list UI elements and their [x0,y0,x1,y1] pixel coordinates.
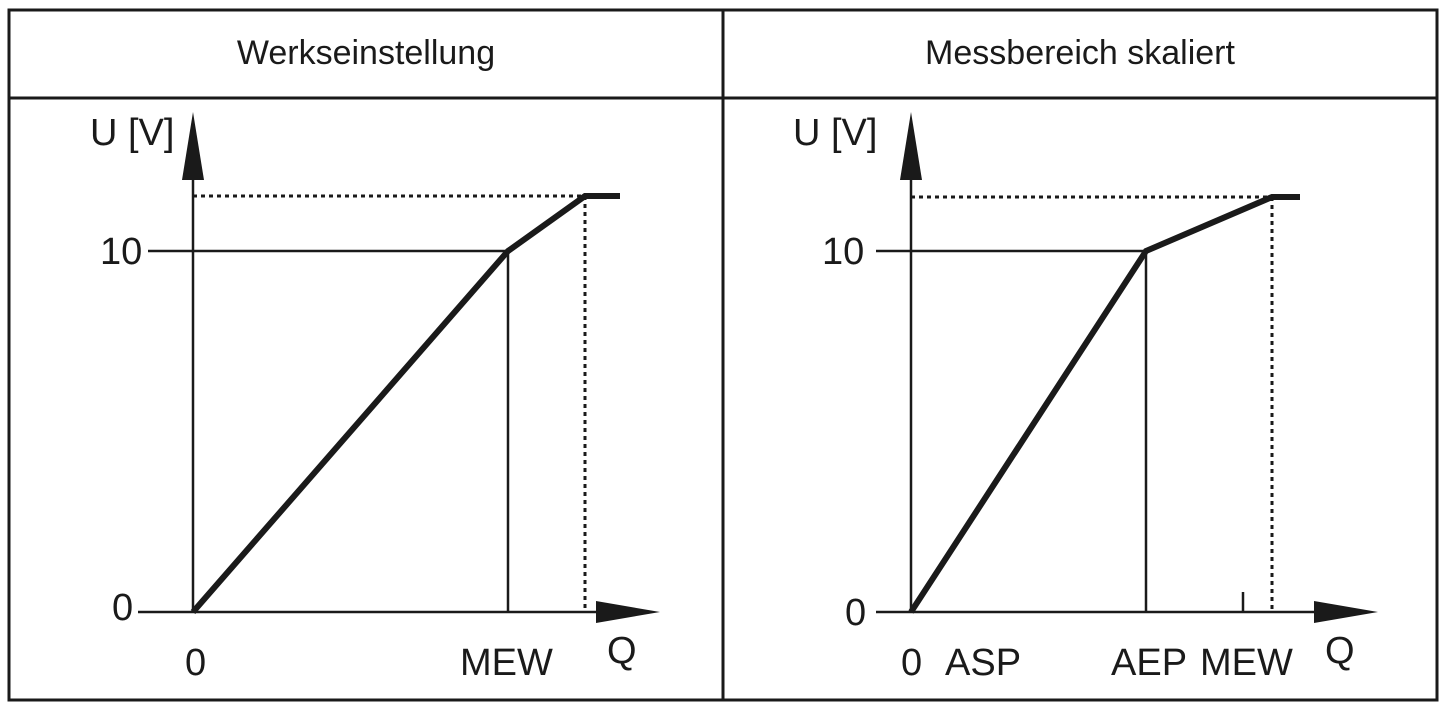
y-axis-label: U [V] [793,112,877,154]
x-axis-arrowhead [596,601,660,623]
y-axis-label: U [V] [90,112,174,154]
x-tick-label-aep: AEP [1111,642,1187,684]
x-axis-label: Q [1325,630,1355,672]
panel-scaled-range: Messbereich skaliert U [V] 10 0 0 ASP AE… [793,34,1378,684]
y-axis-arrowhead [182,112,204,180]
x-tick-label-0: 0 [185,642,206,684]
y-tick-label-10: 10 [100,231,142,273]
panel-header-factory-setting: Werkseinstellung [237,34,495,72]
x-tick-label-asp: ASP [945,642,1021,684]
x-tick-label-mew: MEW [1200,642,1293,684]
panel-factory-setting: Werkseinstellung U [V] 10 0 0 MEW Q [90,34,660,684]
output-characteristic-curve [908,194,1300,614]
y-tick-label-0: 0 [845,592,866,634]
x-axis-arrowhead [1314,601,1378,623]
y-axis-arrowhead [900,112,922,180]
x-axis-label: Q [607,630,637,672]
y-tick-label-0: 0 [112,587,133,629]
x-tick-label-mew: MEW [460,642,553,684]
output-characteristic-curve [190,193,620,614]
x-tick-label-0: 0 [901,642,922,684]
y-tick-label-10: 10 [822,231,864,273]
panel-header-scaled-range: Messbereich skaliert [925,34,1235,72]
